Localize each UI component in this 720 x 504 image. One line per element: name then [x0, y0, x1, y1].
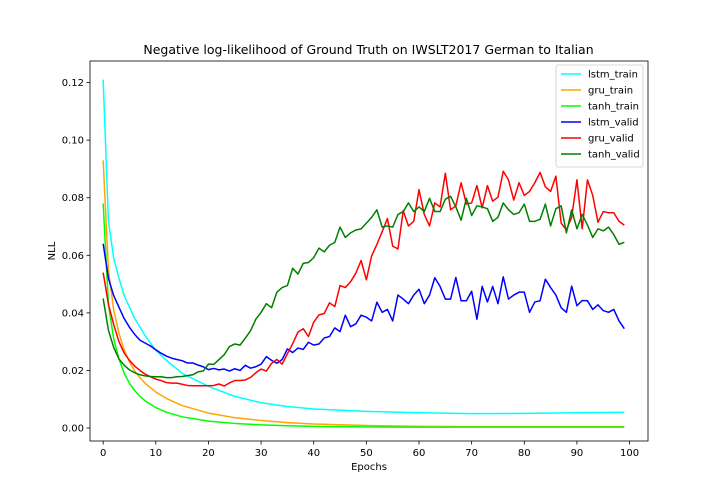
series-line-lstm-valid	[102, 243, 625, 372]
x-axis: 0 10 20 30 40 50 60 70 80 90 100	[100, 441, 639, 459]
y-axis-label: NLL	[47, 241, 58, 260]
x-axis-label: Epochs	[351, 462, 387, 473]
y-tick-label: 0.08	[62, 193, 84, 204]
x-tick-label: 20	[202, 448, 215, 459]
y-axis: 0.00 0.02 0.04 0.06 0.08 0.10 0.12	[62, 78, 90, 435]
x-tick-label: 100	[620, 448, 639, 459]
y-tick-label: 0.02	[62, 366, 84, 377]
series-line-gru-train	[102, 160, 625, 428]
y-tick-label: 0.10	[62, 136, 84, 147]
series-lines	[102, 79, 625, 428]
legend-label-tanh-train: tanh_train	[588, 102, 639, 113]
legend-label-lstm-train: lstm_train	[588, 70, 638, 81]
x-tick-label: 30	[255, 448, 268, 459]
x-tick-label: 70	[465, 448, 478, 459]
series-line-tanh-valid	[102, 195, 625, 379]
series-line-gru-valid	[102, 170, 625, 387]
y-tick-label: 0.06	[62, 251, 84, 262]
series-line-lstm-train	[102, 79, 625, 415]
legend-label-gru-valid: gru_valid	[588, 134, 634, 145]
legend-label-gru-train: gru_train	[588, 86, 633, 97]
legend-label-tanh-valid: tanh_valid	[588, 150, 640, 161]
x-tick-label: 60	[413, 448, 426, 459]
x-tick-label: 40	[307, 448, 320, 459]
y-tick-label: 0.00	[62, 424, 84, 435]
series-line-tanh-train	[102, 203, 625, 428]
chart-title: Negative log-likelihood of Ground Truth …	[143, 42, 593, 57]
legend-label-lstm-valid: lstm_valid	[588, 118, 639, 129]
y-tick-label: 0.04	[62, 308, 84, 319]
x-tick-label: 50	[360, 448, 373, 459]
y-tick-label: 0.12	[62, 78, 84, 89]
plot-area-frame	[89, 60, 649, 442]
x-tick-label: 0	[100, 448, 106, 459]
legend: lstm_train gru_train tanh_train lstm_validg…	[555, 64, 644, 168]
x-tick-label: 10	[149, 448, 162, 459]
x-tick-label: 90	[571, 448, 584, 459]
x-tick-label: 80	[518, 448, 531, 459]
